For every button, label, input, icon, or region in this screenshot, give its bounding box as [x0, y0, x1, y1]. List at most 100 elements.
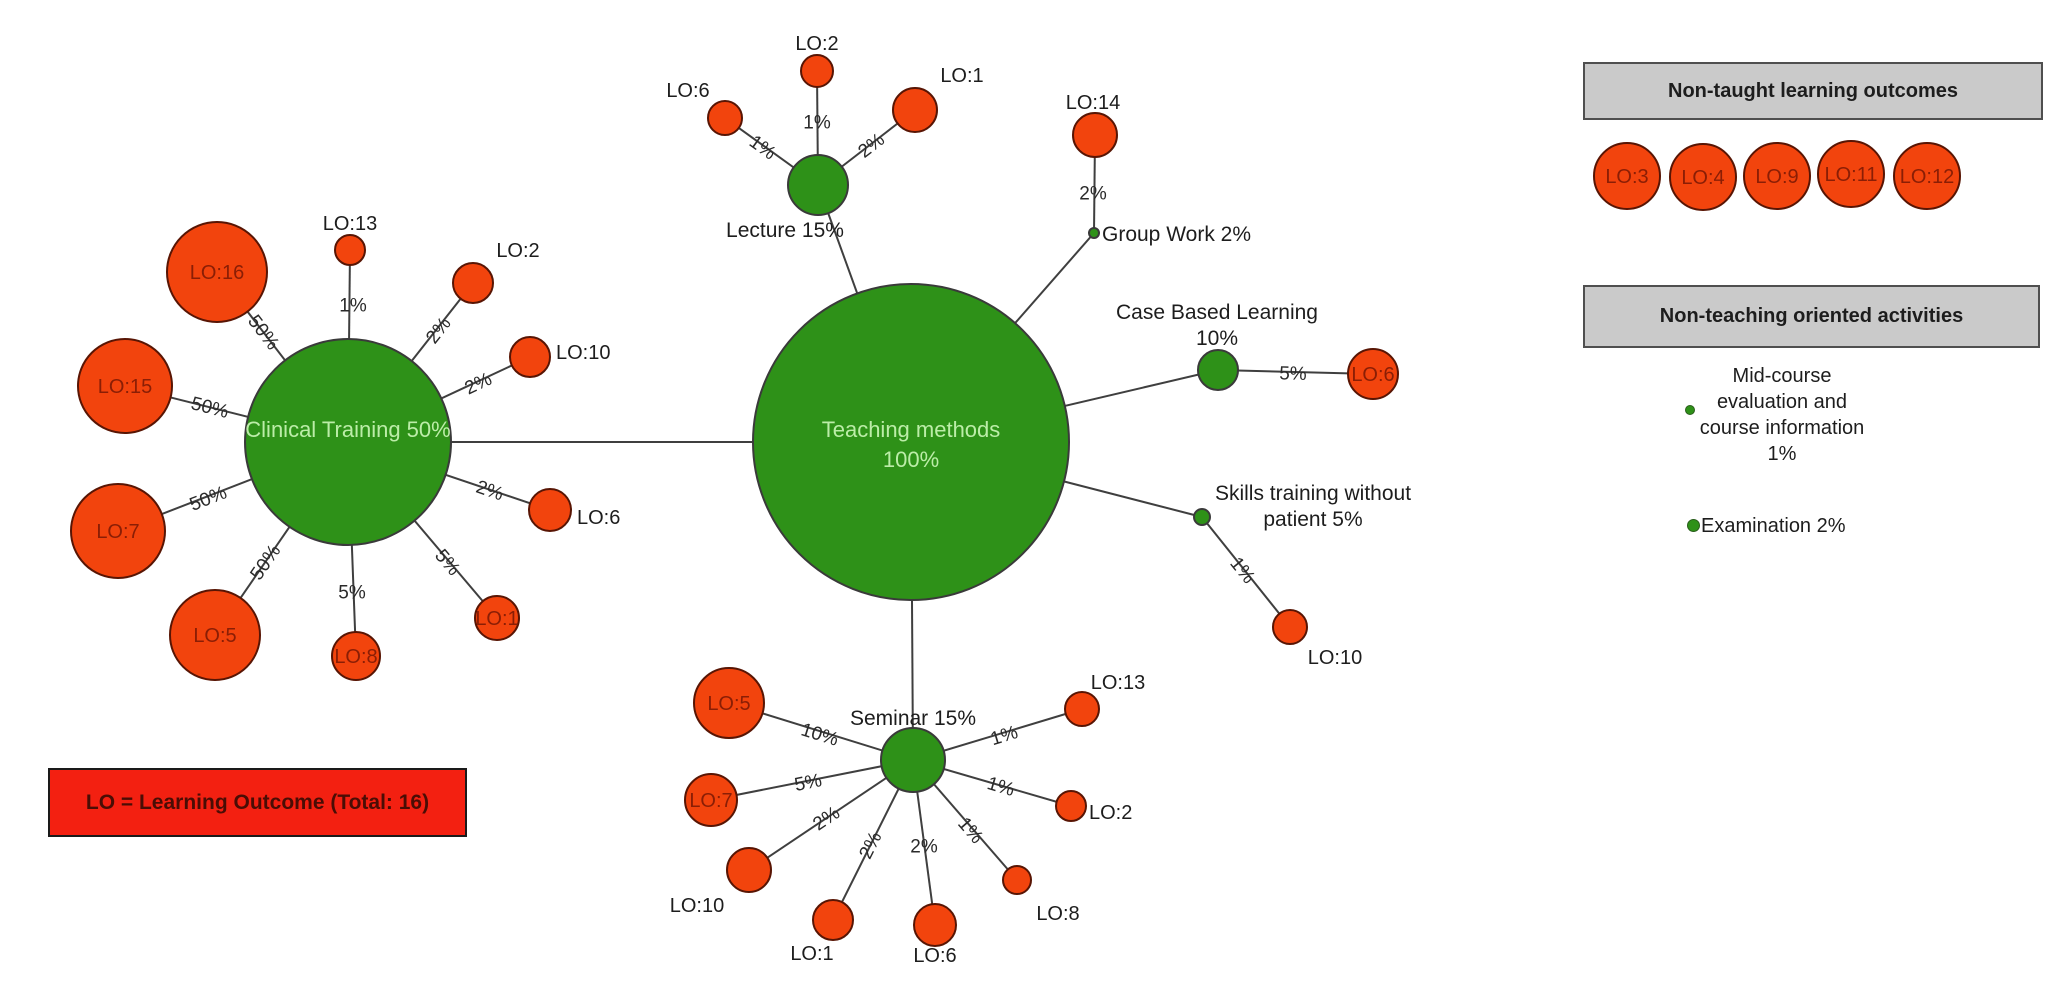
node-ct-lo6	[528, 488, 572, 532]
node-label-lec-lo1: LO:1	[940, 65, 983, 87]
node-label-lec-lo6: LO:6	[666, 80, 709, 102]
node-label-teaching-methods-0: Teaching methods	[822, 417, 1001, 442]
node-ct-lo1	[474, 595, 520, 641]
node-label-ct-lo2: LO:2	[496, 240, 539, 262]
node-label-group-work: Group Work 2%	[1102, 223, 1251, 246]
node-ct-lo13	[334, 234, 366, 266]
node-gw-lo14	[1072, 112, 1118, 158]
node-lec-lo2	[800, 54, 834, 88]
node-sem-lo6	[913, 903, 957, 947]
node-nt-lo9	[1743, 142, 1811, 210]
node-label-sem-lo13: LO:13	[1091, 672, 1145, 694]
node-seminar	[880, 727, 946, 793]
node-label-ct-lo15: LO:15	[98, 376, 152, 398]
node-ct-lo16	[166, 221, 268, 323]
node-label-ct-lo10: LO:10	[556, 342, 610, 364]
edge-label-seminar-sem-lo6: 2%	[910, 837, 938, 858]
node-label-sem-lo8: LO:8	[1036, 903, 1079, 925]
node-label-teaching-methods-1: 100%	[883, 447, 939, 472]
examination-label: Examination 2%	[1701, 515, 1846, 537]
node-label-case-based-learning-0: Case Based Learning	[1116, 301, 1318, 324]
node-group-work	[1088, 227, 1100, 239]
edge-skills-training-st-lo10	[1201, 516, 1291, 628]
node-label-lecture: Lecture 15%	[726, 219, 844, 242]
midcourse-evaluation-label: Mid-course evaluation and course informa…	[1699, 365, 1865, 465]
node-ct-lo7	[70, 483, 166, 579]
node-sem-lo8	[1002, 865, 1032, 895]
node-label-seminar: Seminar 15%	[850, 707, 976, 730]
edge-label-seminar-sem-lo1: 2%	[855, 828, 886, 862]
node-label-lec-lo2: LO:2	[795, 33, 838, 55]
edge-label-clinical-training-ct-lo5: 50%	[247, 541, 286, 584]
edge-label-clinical-training-ct-lo7: 50%	[187, 482, 230, 515]
node-label-nt-lo9: LO:9	[1755, 166, 1798, 188]
node-clinical-training	[244, 338, 452, 546]
node-label-sem-lo1: LO:1	[790, 943, 833, 965]
node-skills-training	[1193, 508, 1211, 526]
examination-dot-icon	[1687, 519, 1700, 532]
node-label-nt-lo11: LO:11	[1825, 164, 1878, 186]
node-case-based-learning	[1197, 349, 1239, 391]
node-nt-lo4	[1669, 143, 1737, 211]
node-teaching-methods	[752, 283, 1070, 601]
node-st-lo10	[1272, 609, 1308, 645]
edge-label-clinical-training-ct-lo10: 2%	[462, 369, 496, 400]
node-label-ct-lo5: LO:5	[193, 625, 236, 647]
node-sem-lo2	[1055, 790, 1087, 822]
node-label-skills-training-0: Skills training without	[1215, 482, 1411, 505]
edge-label-seminar-sem-lo8: 1%	[953, 813, 987, 848]
node-label-sem-lo6: LO:6	[913, 945, 956, 967]
node-label-nt-lo4: LO:4	[1681, 167, 1724, 189]
edge-label-clinical-training-ct-lo8: 5%	[338, 583, 366, 604]
edge-label-clinical-training-ct-lo1: 5%	[430, 545, 464, 580]
midcourse-dot-icon	[1685, 405, 1695, 415]
node-ct-lo5	[169, 589, 261, 681]
node-ct-lo10	[509, 336, 551, 378]
node-label-ct-lo7: LO:7	[96, 521, 139, 543]
node-lec-lo6	[707, 100, 743, 136]
node-label-sem-lo5: LO:5	[707, 693, 750, 715]
node-label-ct-lo1: LO:1	[475, 608, 518, 630]
node-sem-lo7	[684, 773, 738, 827]
node-lec-lo1	[892, 87, 938, 133]
node-label-ct-lo6: LO:6	[577, 507, 620, 529]
node-label-gw-lo14: LO:14	[1066, 92, 1120, 114]
node-label-sem-lo2: LO:2	[1089, 802, 1132, 824]
edge-label-seminar-sem-lo2: 1%	[985, 773, 1017, 801]
edge-label-seminar-sem-lo7: 5%	[793, 770, 824, 796]
node-label-sem-lo7: LO:7	[689, 790, 732, 812]
node-label-nt-lo3: LO:3	[1605, 166, 1648, 188]
node-label-case-based-learning-1: 10%	[1196, 327, 1238, 350]
node-label-ct-lo13: LO:13	[323, 213, 377, 235]
edge-label-seminar-sem-lo5: 10%	[798, 719, 841, 750]
node-label-clinical-training: Clinical Training 50%	[245, 417, 450, 442]
node-label-ct-lo16: LO:16	[190, 262, 244, 284]
edge-label-seminar-sem-lo13: 1%	[988, 722, 1020, 750]
node-sem-lo5	[693, 667, 765, 739]
edge-label-group-work-gw-lo14: 2%	[1079, 184, 1107, 205]
node-label-sem-lo10: LO:10	[670, 895, 724, 917]
edge-label-clinical-training-ct-lo6: 2%	[473, 477, 506, 506]
edge-label-clinical-training-ct-lo15: 50%	[189, 393, 231, 423]
node-label-skills-training-1: patient 5%	[1263, 508, 1362, 531]
node-nt-lo11	[1817, 140, 1885, 208]
node-nt-lo12	[1893, 142, 1961, 210]
legend-non-teaching-title: Non-teaching oriented activities	[1583, 285, 2040, 348]
edge-seminar-sem-lo7	[710, 759, 914, 801]
edge-label-case-based-learning-cbl-lo6: 5%	[1279, 363, 1307, 385]
edge-label-lecture-lec-lo2: 1%	[803, 113, 831, 134]
lo-key-box: LO = Learning Outcome (Total: 16)	[48, 768, 467, 837]
node-lecture	[787, 154, 849, 216]
node-sem-lo10	[726, 847, 772, 893]
node-label-cbl-lo6: LO:6	[1351, 364, 1394, 386]
node-nt-lo3	[1593, 142, 1661, 210]
node-label-ct-lo8: LO:8	[334, 646, 377, 668]
edge-label-clinical-training-ct-lo13: 1%	[339, 296, 367, 317]
node-ct-lo8	[331, 631, 381, 681]
node-ct-lo2	[452, 262, 494, 304]
edge-label-seminar-sem-lo10: 2%	[809, 803, 844, 836]
node-ct-lo15	[77, 338, 173, 434]
edge-label-clinical-training-ct-lo16: 50%	[243, 311, 283, 354]
